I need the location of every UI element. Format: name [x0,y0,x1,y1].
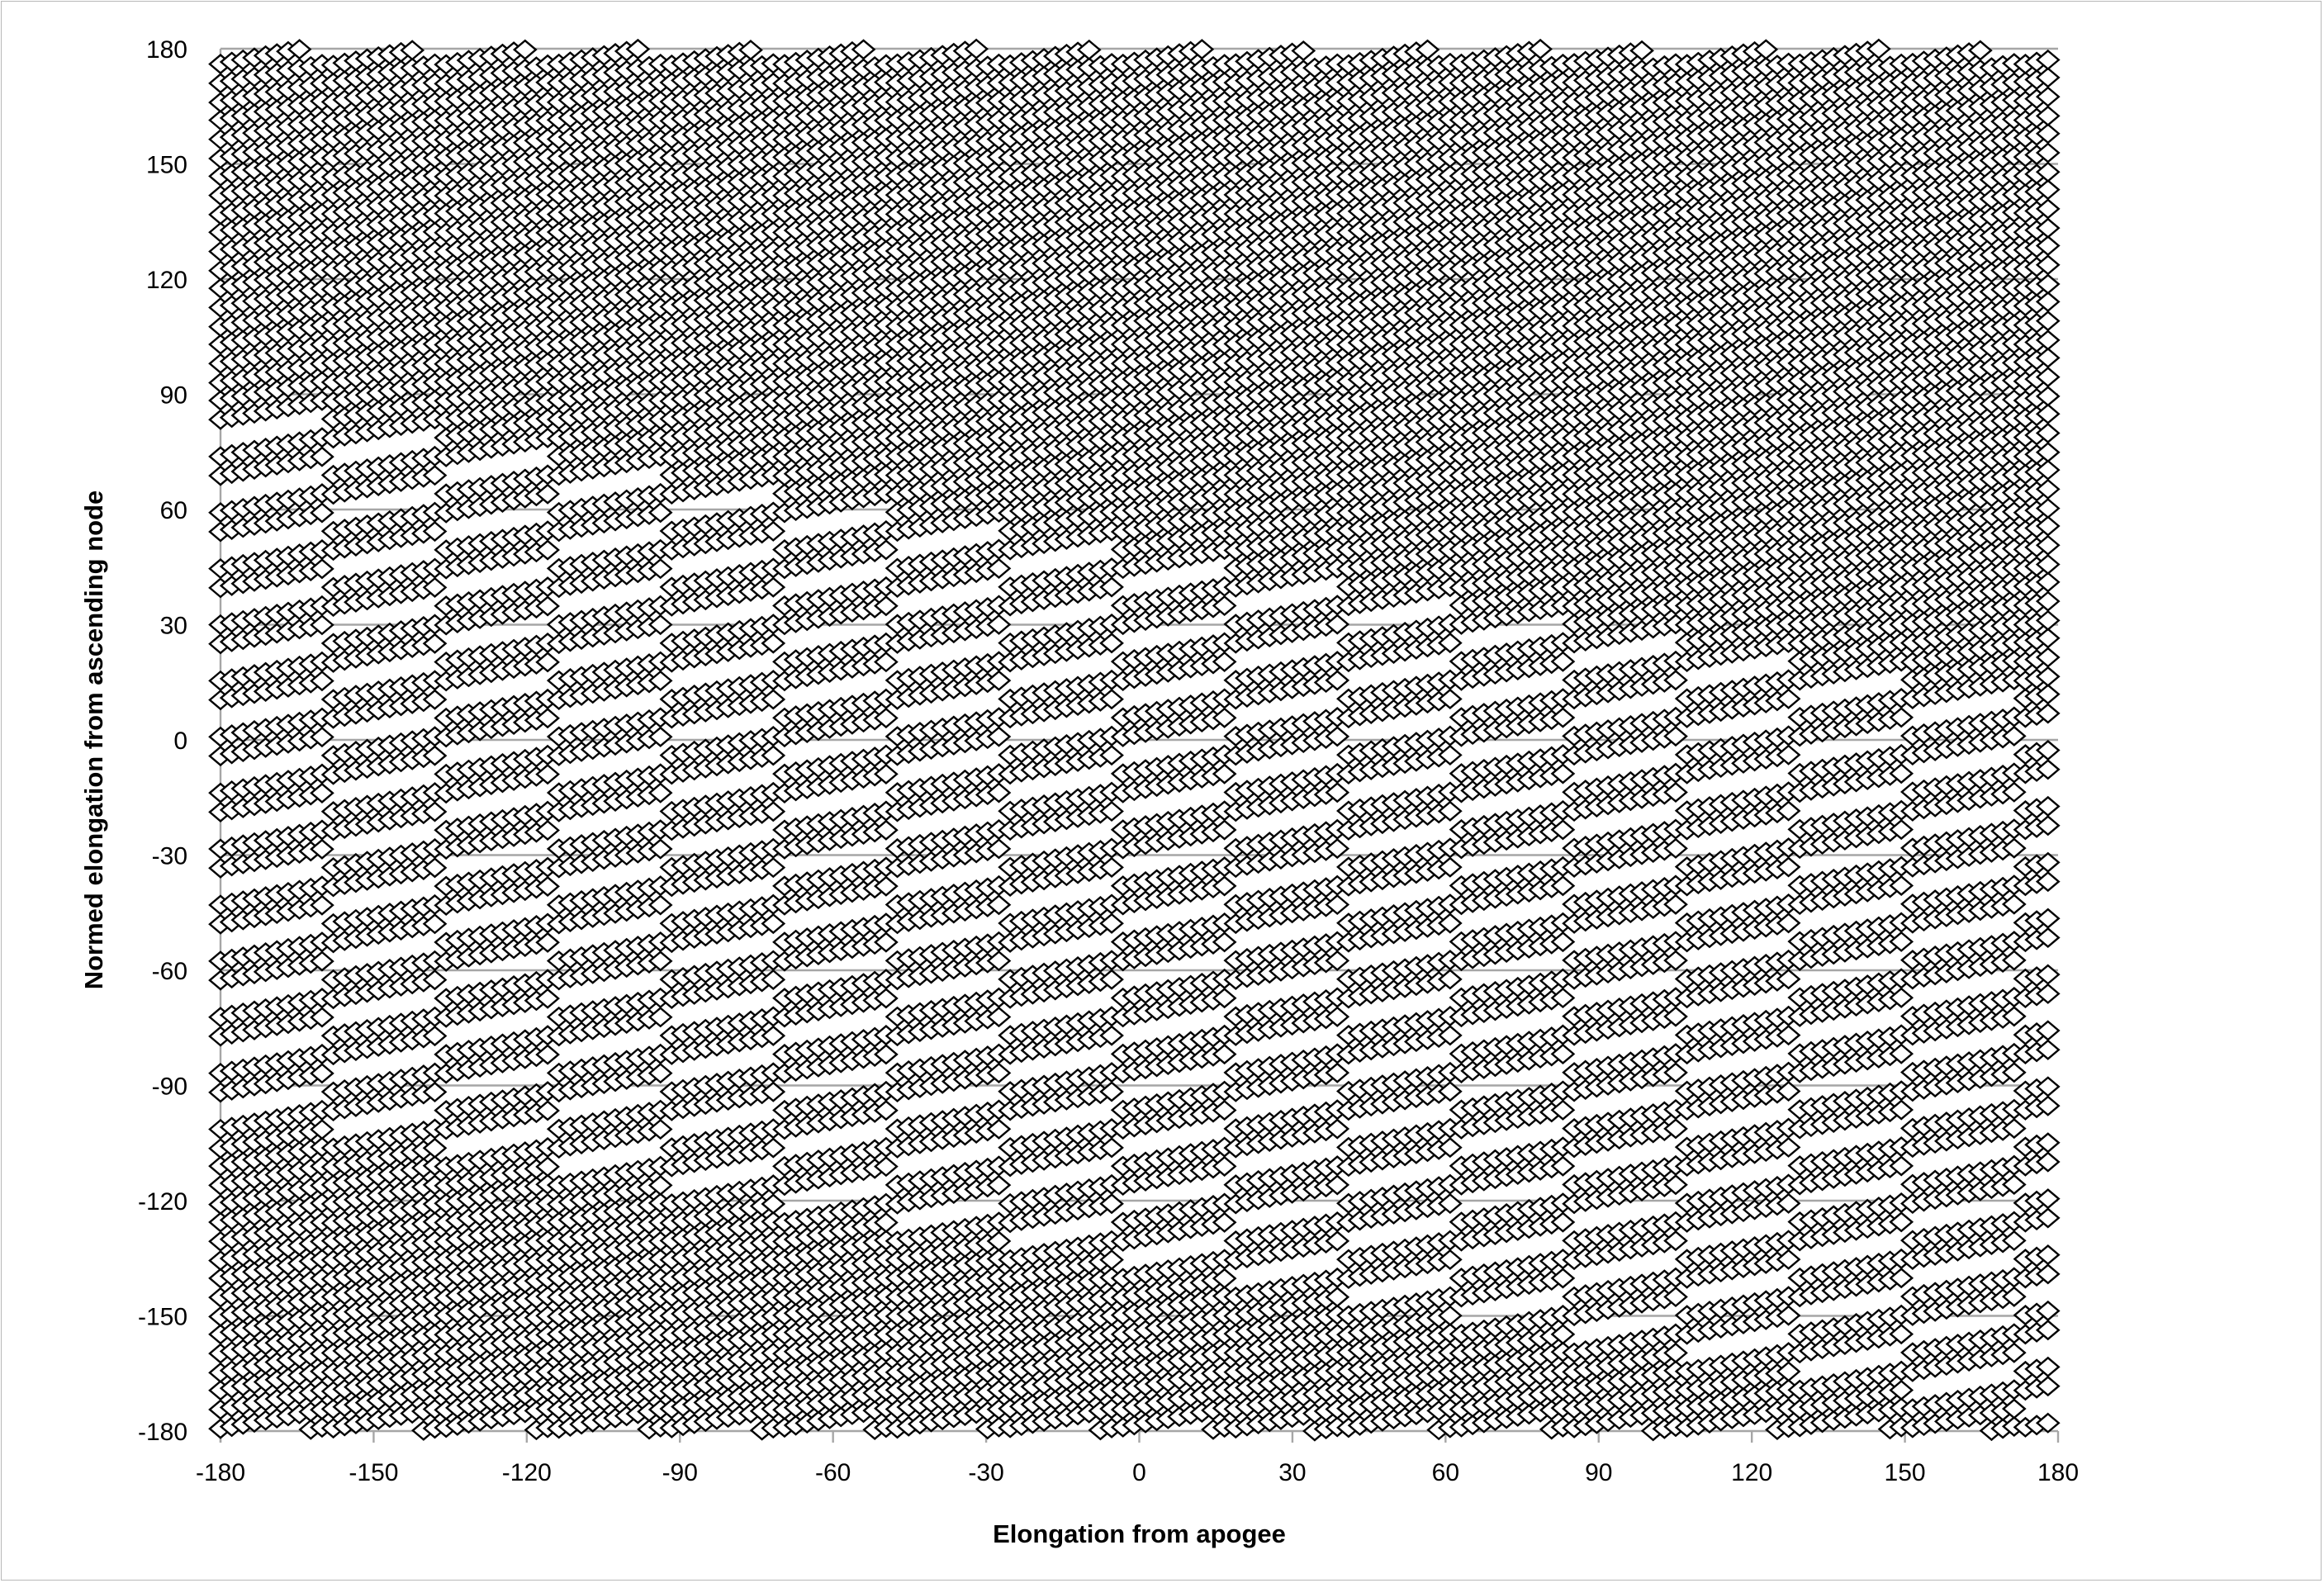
data-point [310,1119,334,1140]
data-point [310,782,334,803]
data-point [310,614,334,636]
data-point [310,838,334,860]
data-point [310,671,334,692]
data-point [310,894,334,916]
data-point [310,502,334,524]
data-points [208,38,2061,1442]
data-point [310,558,334,580]
data-point [310,1063,334,1084]
data-point [310,950,334,972]
data-point [310,1007,334,1028]
data-point [310,446,334,467]
data-point [310,726,334,748]
